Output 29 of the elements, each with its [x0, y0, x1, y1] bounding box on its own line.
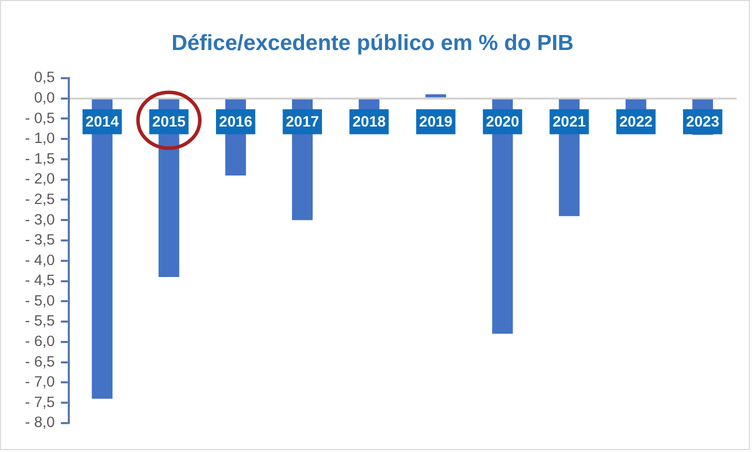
- y-tick-label: - 2,5: [24, 190, 55, 208]
- x-tick-label: 2014: [86, 113, 120, 130]
- y-tick-label: - 6,0: [24, 333, 55, 350]
- y-tick-label: - 1,0: [24, 130, 55, 148]
- y-tick-label: 0,5: [34, 69, 55, 86]
- y-tick-label: - 7,5: [24, 394, 55, 411]
- y-tick-label: - 1,5: [24, 150, 55, 168]
- y-tick-label: - 5,0: [24, 292, 55, 310]
- x-tick-label: 2018: [352, 113, 386, 130]
- y-tick-label: - 2,0: [24, 170, 55, 188]
- y-tick-label: 0,0: [34, 89, 55, 106]
- x-tick-label: 2020: [486, 113, 520, 130]
- y-tick-label: - 3,0: [24, 211, 55, 228]
- y-tick-label: - 4,5: [24, 272, 55, 290]
- x-tick-label: 2016: [218, 113, 252, 130]
- x-tick-label: 2019: [419, 113, 452, 130]
- x-tick-label: 2023: [686, 113, 720, 130]
- y-tick-label: - 7,0: [24, 374, 55, 391]
- x-tick-label: 2022: [619, 113, 653, 130]
- x-tick-label: 2021: [552, 113, 586, 130]
- y-tick-label: - 4,0: [24, 252, 55, 269]
- y-tick-label: - 5,5: [24, 312, 55, 330]
- y-tick-label: - 0,5: [24, 110, 55, 127]
- y-tick-label: - 8,0: [24, 414, 55, 432]
- y-tick-label: - 6,5: [24, 353, 55, 370]
- y-tick-label: - 3,5: [24, 232, 55, 249]
- x-tick-label: 2015: [152, 113, 186, 130]
- x-tick-label: 2017: [286, 113, 319, 130]
- chart-title: Défice/excedente público em % do PIB: [171, 30, 574, 56]
